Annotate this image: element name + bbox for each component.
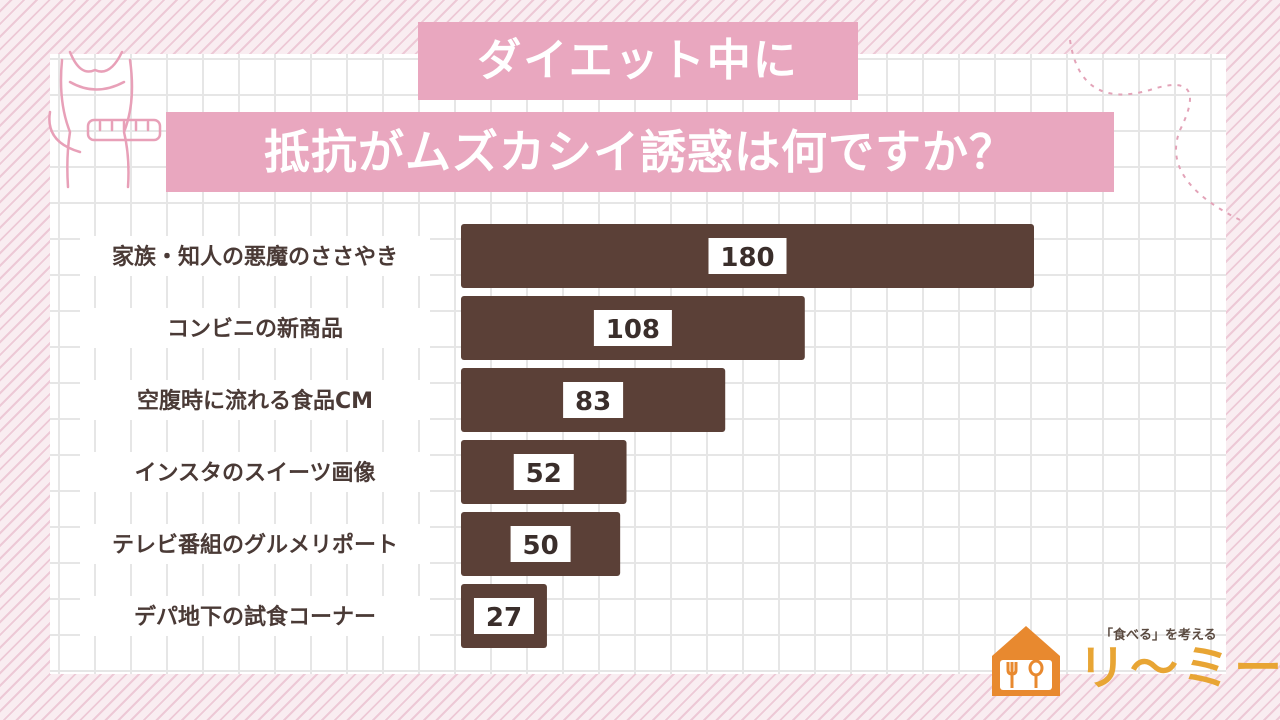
category-label: テレビ番組のグルメリポート bbox=[112, 532, 398, 558]
category-label-bg bbox=[80, 236, 430, 276]
category-label: インスタのスイーツ画像 bbox=[134, 460, 376, 486]
category-label-bg bbox=[80, 524, 430, 564]
value-label-bg bbox=[513, 454, 574, 490]
value-label-bg bbox=[563, 382, 624, 418]
title-line-2: 抵抗がムズカシイ誘惑は何ですか？ bbox=[166, 112, 1114, 192]
value-label: 52 bbox=[526, 459, 562, 489]
woman-measuring-tape-icon bbox=[48, 50, 162, 189]
value-label: 83 bbox=[575, 387, 611, 417]
value-label: 108 bbox=[606, 315, 660, 345]
category-label-bg bbox=[80, 380, 430, 420]
category-label-bg bbox=[80, 596, 430, 636]
value-label-bg bbox=[593, 310, 672, 346]
value-label-bg bbox=[473, 598, 534, 634]
logo-name: リ〜ミー bbox=[1078, 640, 1280, 696]
category-label-bg bbox=[80, 452, 430, 492]
value-label: 50 bbox=[522, 531, 558, 561]
dotted-line-decoration bbox=[1069, 39, 1241, 221]
category-label: コンビニの新商品 bbox=[167, 316, 343, 342]
category-label: デパ地下の試食コーナー bbox=[134, 604, 376, 630]
title-line-1: ダイエット中に bbox=[418, 22, 858, 100]
category-label: 空腹時に流れる食品CM bbox=[137, 388, 373, 414]
value-label-bg bbox=[510, 526, 571, 562]
logo-tagline: 「食べる」を考える bbox=[1100, 628, 1217, 643]
house-fork-spoon-icon bbox=[992, 626, 1060, 696]
category-label-bg bbox=[80, 308, 430, 348]
value-label-bg bbox=[708, 238, 787, 274]
category-label: 家族・知人の悪魔のささやき bbox=[112, 244, 398, 270]
value-label: 27 bbox=[486, 603, 522, 633]
value-label: 180 bbox=[720, 243, 774, 273]
